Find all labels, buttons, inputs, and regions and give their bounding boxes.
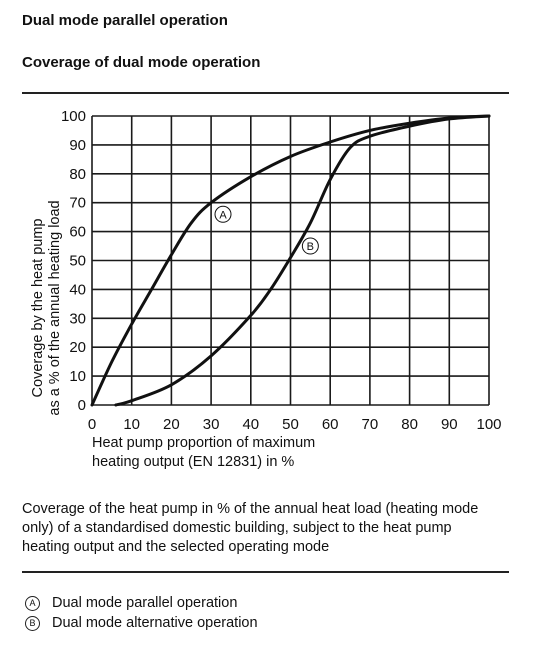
y-tick-label: 50 bbox=[69, 253, 86, 270]
legend-label-a: Dual mode parallel operation bbox=[52, 595, 238, 611]
coverage-chart: 0 10 20 30 40 50 60 70 80 90 100 0 10 20 30 40 50 60 70 80… bbox=[30, 108, 502, 432]
y-tick-label: 70 bbox=[69, 195, 86, 212]
y-tick-label: 60 bbox=[69, 224, 86, 241]
y-tick-label: 0 bbox=[78, 397, 86, 414]
y-tick-label: 40 bbox=[69, 281, 86, 298]
curve-marker-label-a: A bbox=[219, 209, 227, 221]
x-tick-label: 30 bbox=[203, 416, 220, 432]
curve-marker-label-b: B bbox=[307, 241, 314, 253]
x-tick-label: 10 bbox=[123, 416, 140, 432]
legend-label-b: Dual mode alternative operation bbox=[52, 615, 258, 631]
top-divider bbox=[22, 92, 509, 94]
x-axis-label-line2: heating output (EN 12831) in % bbox=[92, 454, 295, 470]
chart-grid bbox=[91, 115, 490, 406]
x-tick-label: 0 bbox=[88, 416, 96, 432]
curve-marker-b bbox=[301, 237, 319, 255]
y-tick-label: 100 bbox=[61, 108, 86, 125]
x-tick-label: 80 bbox=[401, 416, 418, 432]
legend-marker-b: B bbox=[25, 615, 40, 631]
x-tick-label: 60 bbox=[322, 416, 339, 432]
chart-legend: A Dual mode parallel operation B Dual mo… bbox=[22, 593, 258, 633]
x-tick-label: 70 bbox=[362, 416, 379, 432]
y-axis-label-line2: as a % of the annual heating load bbox=[47, 200, 63, 415]
curve-marker-a bbox=[214, 205, 232, 223]
x-tick-label: 40 bbox=[242, 416, 259, 432]
legend-item-a: A Dual mode parallel operation bbox=[22, 593, 258, 613]
page-heading: Dual mode parallel operation bbox=[22, 12, 228, 29]
y-tick-label: 90 bbox=[69, 137, 86, 154]
y-tick-label: 20 bbox=[69, 339, 86, 356]
chart-curves bbox=[90, 114, 491, 407]
x-axis-label: Heat pump proportion of maximum heating … bbox=[92, 434, 392, 472]
y-axis-label-line1: Coverage by the heat pump bbox=[30, 219, 46, 398]
x-tick-label: 50 bbox=[282, 416, 299, 432]
legend-item-b: B Dual mode alternative operation bbox=[22, 613, 258, 633]
legend-marker-a: A bbox=[25, 595, 40, 611]
x-tick-label: 90 bbox=[441, 416, 458, 432]
y-tick-label: 80 bbox=[69, 166, 86, 183]
y-tick-label: 30 bbox=[69, 310, 86, 327]
x-axis-label-line1: Heat pump proportion of maximum bbox=[92, 435, 316, 451]
x-tick-label: 100 bbox=[476, 416, 501, 432]
curve-a bbox=[90, 114, 491, 407]
y-tick-label: 10 bbox=[69, 368, 86, 385]
curve-b bbox=[114, 114, 491, 407]
chart-caption: Coverage of the heat pump in % of the an… bbox=[22, 501, 479, 555]
y-tick-labels: 0 10 20 30 40 50 60 70 80 90 100 bbox=[61, 108, 86, 414]
x-tick-labels: 0 10 20 30 40 50 60 70 80 90 100 bbox=[88, 416, 502, 432]
bottom-divider bbox=[22, 571, 509, 573]
curve-markers: AB bbox=[214, 205, 319, 255]
section-heading: Coverage of dual mode operation bbox=[22, 54, 261, 71]
x-tick-label: 20 bbox=[163, 416, 180, 432]
